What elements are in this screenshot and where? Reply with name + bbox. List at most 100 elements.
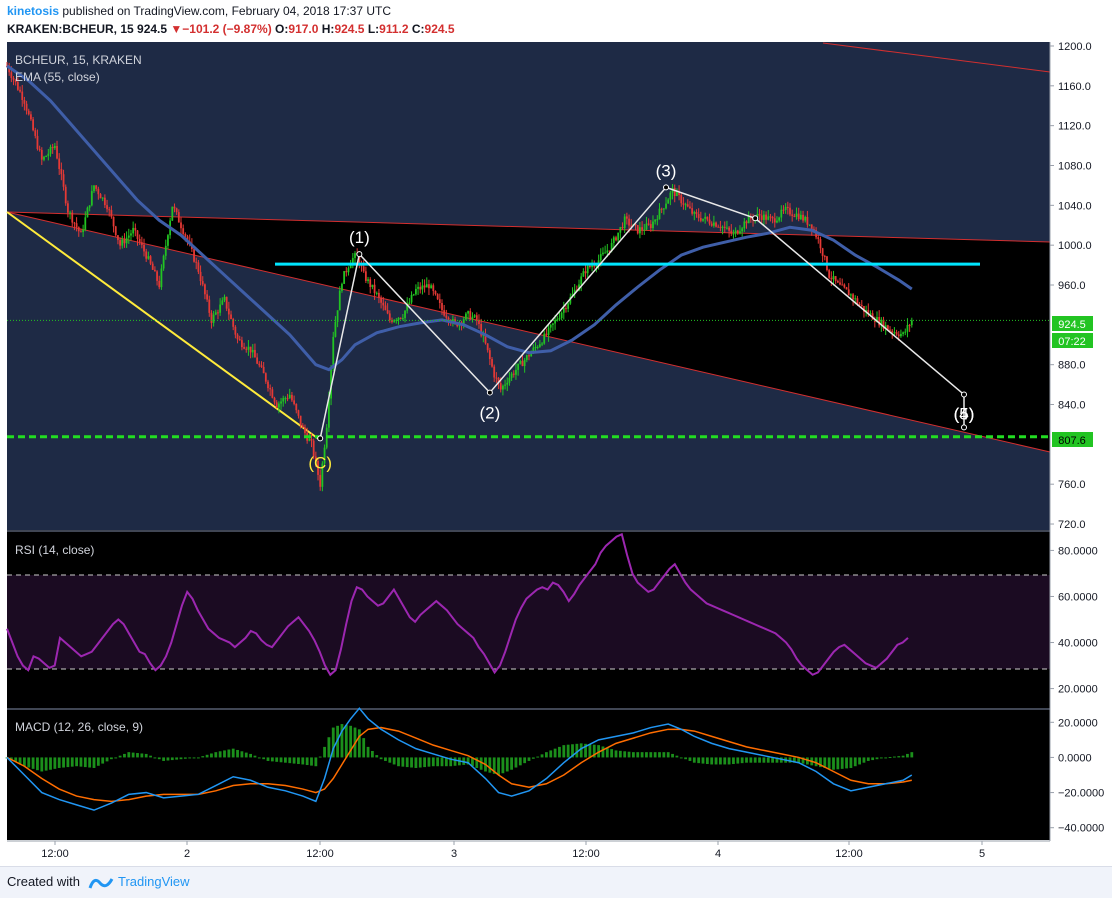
candle-body [667,199,670,204]
candle-body [832,276,835,280]
candle-body [395,320,398,322]
candle-body [850,294,852,296]
candle-body [80,231,82,233]
candle-body [573,289,576,294]
candle-body [876,316,878,322]
macd-histogram-bar [384,757,387,761]
ema-label: EMA (55, close) [15,70,100,84]
candle-body [236,334,239,340]
candle-body [734,230,737,234]
author-name[interactable]: kinetosis [7,4,60,18]
macd-histogram-bar [514,757,518,768]
macd-histogram-bar [871,757,875,761]
tradingview-logo-icon[interactable] [88,872,114,892]
macd-histogram-bar [571,744,574,758]
macd-histogram-bar [910,752,914,758]
footer: Created with TradingView [0,866,1112,898]
macd-histogram-bar [801,757,805,764]
candle-body [723,226,726,228]
macd-histogram-bar [627,751,631,758]
candle-body [23,99,26,104]
candle-body [58,158,61,169]
candle-body [660,208,663,210]
candle-body [180,222,182,229]
candle-body [804,216,807,221]
candle-body [845,287,848,290]
candle-body [45,155,48,157]
candle-body [182,228,185,234]
candle-body [443,310,446,316]
candle-body [258,363,261,366]
candle-body [839,282,841,285]
candle-body [343,271,346,284]
candle-body [30,114,32,120]
candle-body [895,332,898,335]
candle-body [797,213,800,220]
candle-body [699,218,702,221]
axis-tick-label: 1120.0 [1058,121,1091,133]
candle-body [447,317,450,322]
channel-lower-line[interactable] [6,211,1051,453]
candle-body [617,232,620,241]
macd-histogram-bar [96,757,100,766]
candle-body [741,228,744,232]
candle-body [608,250,611,252]
footer-brand-link[interactable]: TradingView [118,874,190,889]
candle-body [497,377,500,384]
macd-histogram-bar [257,757,261,759]
candle-body [254,349,256,358]
candle-body [606,250,609,253]
publish-info: published on TradingView.com, February 0… [62,4,392,18]
macd-histogram-bar [162,757,165,761]
chart-canvas[interactable]: (C) (1) (2) (3) (4)(5) 1200.0 1160.0 1120.0 108… [0,42,1112,866]
candle-body [197,262,200,272]
macd-histogram-bar [127,752,131,758]
candle-body [643,229,646,231]
macd-histogram-bar [823,757,827,768]
candle-body [619,227,622,233]
candle-body [599,254,602,261]
candle-body [273,397,276,403]
candle-body [388,313,391,321]
candle-body [49,146,52,154]
candle-body [908,325,911,327]
macd-histogram-bar [553,748,557,758]
countdown-text: 07:22 [1058,336,1086,348]
macd-histogram-bar [110,757,113,760]
candle-body [506,382,509,385]
candle-body [47,153,50,156]
macd-histogram-bar [505,757,509,772]
time-axis[interactable] [7,841,1050,866]
macd-pane[interactable] [7,710,1050,840]
macd-histogram-bar [575,743,579,758]
candle-body [889,329,891,331]
candle-body [615,237,617,241]
macd-histogram-bar [297,757,300,765]
publish-line: kinetosis published on TradingView.com, … [7,4,391,18]
candle-body [328,398,330,428]
candle-body [834,276,837,281]
candle-body [669,192,672,200]
candle-body [69,212,71,214]
candle-body [517,363,520,370]
candle-body [297,410,300,416]
upper-trend-line[interactable] [822,42,1051,73]
axis-tick-label: 760.0 [1058,479,1086,491]
candle-body [132,227,135,234]
candle-body [867,310,870,315]
macd-histogram-bar [762,757,766,763]
candle-body [702,218,704,221]
close-value: 924.5 [424,22,455,36]
rsi-label: RSI (14, close) [15,543,94,557]
macd-histogram-bar [362,738,366,758]
macd-histogram-bar [57,757,61,768]
channel-upper-line[interactable] [6,211,1051,243]
candle-body [534,346,537,348]
macd-histogram-bar [75,757,78,767]
macd-histogram-bar [605,747,609,758]
macd-histogram-bar [853,757,857,767]
candle-body [43,156,45,160]
yellow-trend-line[interactable] [6,211,321,441]
last-price-tag [1052,316,1093,331]
axis-tick-label: 20.0000 [1058,684,1098,696]
